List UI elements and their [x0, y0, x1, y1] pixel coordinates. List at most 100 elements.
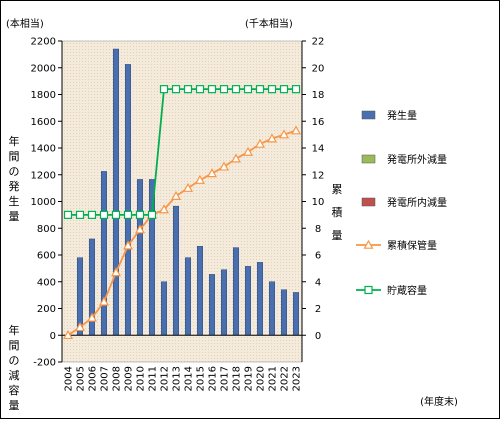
legend-label: 発生量: [387, 109, 417, 122]
right-axis-ticks: 0 2 4 6 8 10 12 14 16 18 20 22: [302, 37, 324, 342]
right-tick-label: 6: [315, 251, 321, 262]
right-tick-label: 12: [312, 170, 325, 181]
axis-label-char: 年: [9, 323, 20, 337]
x-tick-label: 2006: [88, 366, 99, 391]
marker-triangle: [86, 312, 98, 322]
marker-square: [111, 210, 121, 219]
marker-triangle: [98, 296, 110, 306]
axis-label-char: 量: [9, 399, 20, 412]
marker-square: [219, 85, 229, 94]
legend-marker: [363, 239, 374, 249]
right-tick-label: 2: [315, 304, 321, 315]
legend-marker: [364, 285, 373, 295]
marker-square: [183, 85, 193, 94]
left-tick-label: 1200: [31, 170, 56, 181]
x-tick-label: 2013: [172, 366, 183, 391]
marker-square: [147, 210, 157, 219]
legend-swatch: [361, 197, 376, 207]
axis-label-char: 間: [9, 150, 20, 163]
marker-square: [243, 85, 253, 94]
bar-0-2014: [184, 257, 192, 336]
left-tick-label: 2200: [31, 37, 56, 48]
x-axis-label: (年度末): [420, 395, 458, 408]
marker-square: [63, 210, 73, 219]
x-tick-label: 2017: [220, 366, 231, 391]
left-tick-label: 600: [37, 251, 56, 262]
marker-square: [135, 210, 145, 219]
marker-triangle: [170, 190, 182, 200]
marker-triangle: [134, 224, 146, 234]
bar-0-2010: [136, 179, 144, 336]
x-tick-label: 2019: [244, 366, 255, 391]
marker-square: [195, 85, 205, 94]
legend-label: 発電所外減量: [387, 153, 447, 166]
marker-square: [171, 85, 181, 94]
marker-triangle: [266, 133, 278, 143]
x-tick-label: 2016: [208, 366, 219, 391]
legend-swatch: [361, 110, 376, 120]
axis-label-char: の: [9, 354, 20, 367]
right-tick-label: 20: [312, 63, 325, 74]
x-tick-label: 2004: [64, 366, 75, 391]
x-tick-label: 2015: [196, 366, 207, 391]
bar-0-2023: [292, 292, 300, 336]
bar-0-2009: [124, 64, 132, 336]
right-tick-label: 10: [312, 197, 325, 208]
x-tick-label: 2014: [184, 366, 195, 391]
x-axis-ticks: 2004 2005 2006 2007 2008 2009 2010 2011 2012 2013…: [64, 366, 303, 391]
marker-square: [291, 85, 301, 94]
left-tick-label: 800: [37, 224, 56, 235]
bar-0-2015: [196, 246, 204, 336]
marker-triangle: [182, 182, 194, 192]
x-tick-label: 2009: [124, 366, 135, 391]
bar-0-2013: [172, 205, 180, 336]
right-tick-label: 4: [315, 277, 321, 288]
line-series: [62, 85, 302, 340]
bar-0-2007: [100, 171, 108, 336]
marker-triangle: [122, 240, 134, 250]
axis-label-char: 積: [332, 205, 343, 219]
bar-0-2016: [208, 274, 216, 336]
x-tick-label: 2023: [292, 366, 303, 391]
x-tick-label: 2020: [256, 366, 267, 391]
right-tick-label: 22: [312, 37, 325, 48]
x-tick-label: 2021: [268, 366, 279, 391]
legend-swatch: [361, 154, 376, 164]
axis-label-char: 減: [9, 368, 20, 382]
marker-square: [87, 210, 97, 219]
left-tick-label: 2000: [31, 63, 56, 74]
left-tick-label: 0: [50, 331, 56, 342]
right-tick-label: 14: [312, 144, 325, 155]
axis-label-char: 生: [9, 194, 20, 208]
right-tick-label: 0: [315, 331, 321, 342]
marker-triangle: [110, 267, 122, 277]
axis-label-char: 量: [332, 229, 343, 242]
axis-label-char: 容: [9, 383, 20, 397]
axis-label-char: 間: [9, 339, 20, 352]
marker-square: [159, 85, 169, 94]
x-tick-label: 2012: [160, 366, 171, 391]
x-tick-label: 2008: [112, 366, 123, 391]
left-tick-label: 1000: [31, 197, 56, 208]
marker-triangle: [218, 161, 230, 171]
bar-0-2022: [280, 289, 288, 336]
right-tick-label: 16: [312, 117, 325, 128]
legend-label: 発電所内減量: [387, 196, 447, 209]
left-axis-ticks: -200 0 200 400 600 800 1000 1200 1400 1600 1800 200…: [31, 37, 62, 369]
marker-triangle: [158, 204, 170, 214]
bar-0-2018: [232, 247, 240, 336]
legend-label: 貯蔵容量: [387, 284, 427, 297]
bar-0-2008: [112, 48, 120, 336]
marker-triangle: [242, 146, 254, 156]
marker-triangle: [206, 168, 218, 178]
x-tick-label: 2005: [76, 366, 87, 391]
x-tick-label: 2011: [148, 366, 159, 391]
left-tick-label: 1400: [31, 144, 56, 155]
axis-label-char: 量: [9, 210, 20, 223]
x-tick-label: 2007: [100, 366, 111, 391]
marker-triangle: [230, 153, 242, 163]
